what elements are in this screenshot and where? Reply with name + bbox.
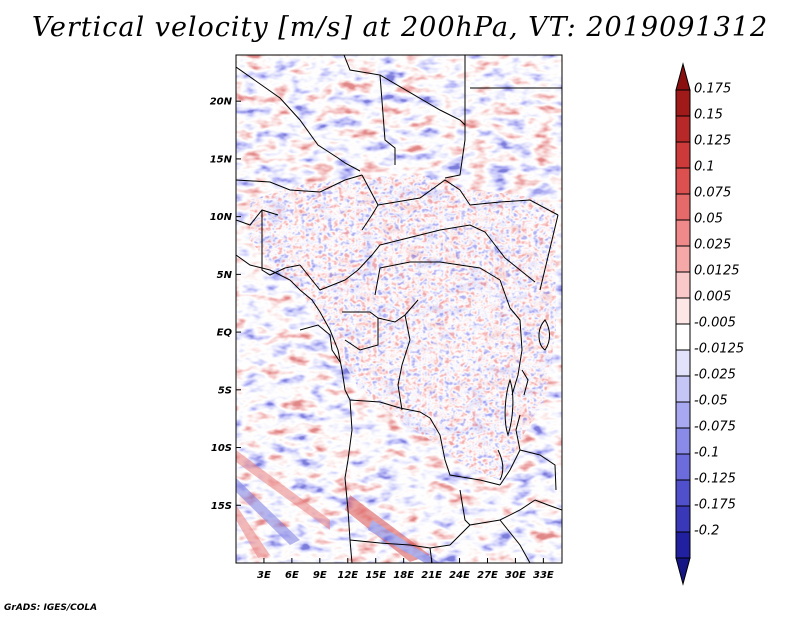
colorbar-segment	[675, 89, 691, 117]
colorbar-label: -0.075	[694, 420, 736, 435]
colorbar-label: 0.1	[694, 160, 715, 175]
colorbar-label: -0.025	[694, 368, 736, 383]
map-frame	[235, 54, 563, 564]
colorbar-label: -0.125	[694, 472, 736, 487]
colorbar-segment	[675, 505, 691, 533]
colorbar-segment	[675, 349, 691, 377]
colorbar-label: 0.025	[694, 238, 731, 253]
colorbar-label: 0.075	[694, 186, 731, 201]
colorbar-segment	[675, 427, 691, 455]
colorbar: 0.175 0.15 0.125 0.1 0.075 0.05 0.025 0.0125 0.0…	[675, 62, 744, 586]
colorbar-label: 0.005	[694, 290, 731, 305]
colorbar-segment	[675, 193, 691, 221]
colorbar-top-arrow	[675, 62, 691, 91]
y-tick-label: 5N	[217, 270, 233, 281]
x-tick-label: 9E	[313, 570, 327, 581]
colorbar-label: -0.005	[694, 316, 736, 331]
colorbar-label: -0.1	[694, 446, 719, 461]
colorbar-label: -0.2	[694, 524, 719, 539]
colorbar-segment	[675, 323, 691, 351]
colorbar-bottom-arrow	[675, 557, 691, 586]
colorbar-segment	[675, 245, 691, 273]
colorbar-label: 0.125	[694, 134, 731, 149]
colorbar-label: -0.0125	[694, 342, 744, 357]
colorbar-label: 0.175	[694, 82, 731, 97]
chart-title: Vertical velocity [m/s] at 200hPa, VT: 2…	[31, 12, 769, 43]
x-tick-label: 27E	[477, 570, 498, 581]
colorbar-segment	[675, 219, 691, 247]
grads-credit: GrADS: IGES/COLA	[4, 603, 98, 613]
colorbar-label: -0.05	[694, 394, 728, 409]
y-tick-label: 10S	[211, 443, 232, 454]
colorbar-segment	[675, 115, 691, 143]
y-tick-label: 15N	[210, 154, 233, 165]
x-tick-label: 15E	[365, 570, 386, 581]
x-tick-label: 6E	[285, 570, 299, 581]
y-tick-label: 20N	[210, 97, 233, 108]
colorbar-label: -0.175	[694, 498, 736, 513]
colorbar-segment	[675, 401, 691, 429]
y-tick-label: EQ	[217, 328, 233, 339]
x-tick-label: 3E	[257, 570, 271, 581]
x-axis: 3E 6E 9E 12E 15E 18E 21E 24E 27E 30E 33E	[257, 558, 554, 581]
y-tick-label: 10N	[210, 212, 233, 223]
x-tick-label: 21E	[421, 570, 442, 581]
velocity-field	[236, 55, 562, 563]
colorbar-segment	[675, 141, 691, 169]
colorbar-label: 0.15	[694, 108, 723, 123]
x-tick-label: 33E	[533, 570, 554, 581]
colorbar-segment	[675, 479, 691, 507]
colorbar-label: 0.05	[694, 212, 723, 227]
x-tick-label: 18E	[393, 570, 414, 581]
colorbar-segment	[675, 375, 691, 403]
colorbar-segment	[675, 297, 691, 325]
colorbar-segment	[675, 167, 691, 195]
colorbar-segment	[675, 271, 691, 299]
x-tick-label: 24E	[449, 570, 470, 581]
country-borders	[236, 55, 562, 563]
x-tick-label: 30E	[505, 570, 526, 581]
y-axis: 20N 15N 10N 5N EQ 5S 10S 15S	[210, 97, 241, 512]
x-tick-label: 12E	[337, 570, 358, 581]
colorbar-label: 0.0125	[694, 264, 740, 279]
colorbar-segment	[675, 531, 691, 559]
colorbar-segment	[675, 453, 691, 481]
y-tick-label: 5S	[218, 385, 232, 396]
y-tick-label: 15S	[211, 501, 232, 512]
